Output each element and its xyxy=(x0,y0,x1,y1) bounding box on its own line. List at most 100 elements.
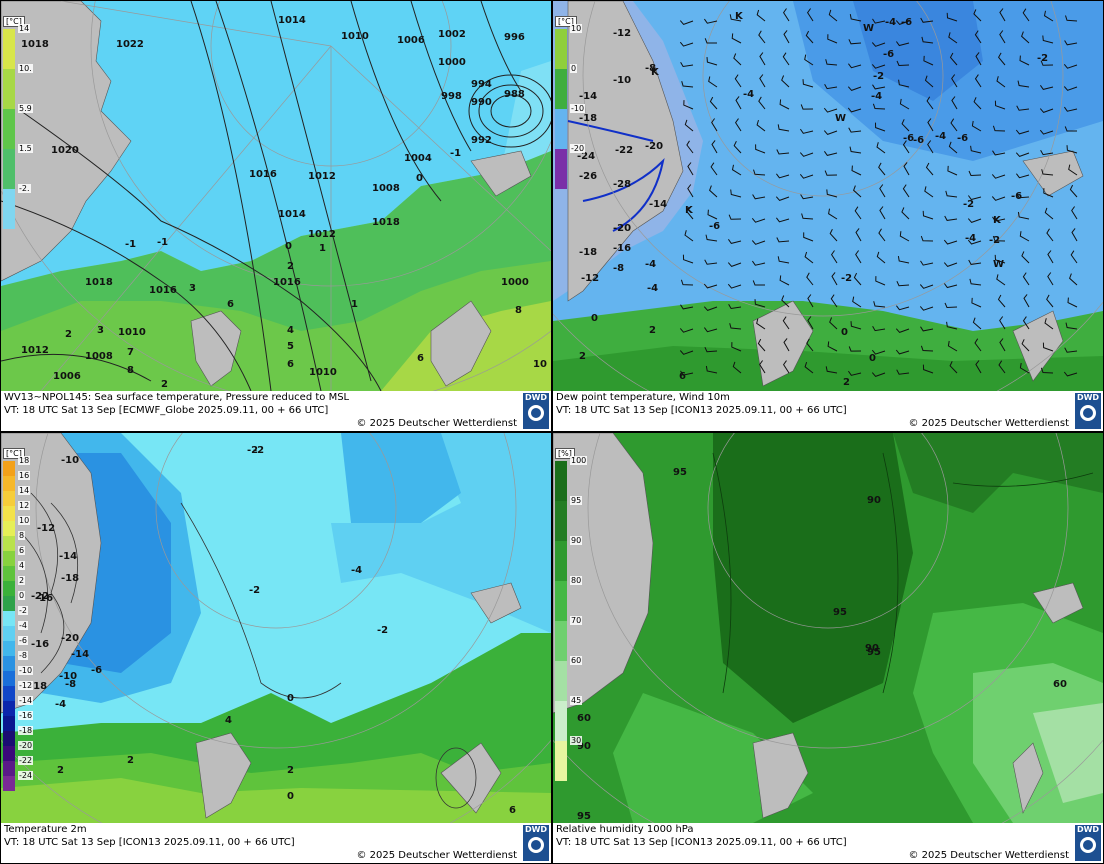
wind-barb xyxy=(895,41,910,47)
wind-barb xyxy=(991,174,1006,179)
wind-barb xyxy=(756,318,766,330)
legend-step: 14 xyxy=(3,24,39,69)
wind-barb xyxy=(754,299,766,308)
map-label: 6 xyxy=(679,371,686,382)
caption-valid-time: VT: 18 UTC Sat 13 Sep [ECMWF_Globe 2025.… xyxy=(4,405,329,416)
wind-barb xyxy=(875,122,886,132)
legend-label: -8 xyxy=(18,651,28,660)
map-label: 5 xyxy=(287,341,294,352)
wind-barb xyxy=(825,366,838,374)
map-label: 1012 xyxy=(21,345,49,356)
map-label: -1 xyxy=(450,148,461,159)
map-label: 4 xyxy=(225,715,232,726)
wind-barb xyxy=(684,119,694,132)
wind-barb xyxy=(849,14,862,22)
wind-barb xyxy=(1015,152,1030,157)
legend-swatch xyxy=(3,189,15,229)
wind-barb xyxy=(728,303,742,310)
map-label: 3 xyxy=(189,283,196,294)
wind-barb xyxy=(684,230,694,242)
swirl-icon xyxy=(1080,405,1096,421)
map-label: -16 xyxy=(613,243,631,254)
legend-swatch xyxy=(3,656,15,671)
legend-step: -24 xyxy=(3,771,39,791)
wind-barb xyxy=(732,361,742,374)
wind-barb xyxy=(753,169,766,176)
wind-barb xyxy=(703,306,718,311)
map-label: 1016 xyxy=(149,285,177,296)
map-label: 1016 xyxy=(249,169,277,180)
legend-swatch xyxy=(3,686,15,701)
legend-step: -8 xyxy=(3,651,39,671)
wind-barb xyxy=(727,262,742,267)
wind-barb xyxy=(1064,126,1077,132)
caption-title: WV13~NPOL145: Sea surface temperature, P… xyxy=(4,392,350,403)
map-label: -6 xyxy=(957,133,968,144)
wind-barb xyxy=(1069,273,1078,286)
legend-label: 12 xyxy=(18,501,31,510)
map-label: -2 xyxy=(253,445,264,456)
wind-barb xyxy=(734,74,742,88)
legend-swatch xyxy=(3,461,15,476)
wind-barb xyxy=(703,327,718,333)
map-label: 1020 xyxy=(51,145,79,156)
wind-barb xyxy=(968,259,982,265)
wind-barb xyxy=(854,206,862,220)
wind-barb xyxy=(1021,339,1030,352)
legend-step: -20 xyxy=(3,741,39,761)
wind-barb xyxy=(902,140,910,154)
wind-barb xyxy=(731,342,742,352)
map-label: 1018 xyxy=(85,277,113,288)
map-label: 0 xyxy=(869,353,876,364)
map-label: 0 xyxy=(287,791,294,802)
legend-step: 12 xyxy=(3,501,39,521)
legend-swatch xyxy=(3,551,15,566)
legend-step: 5.9 xyxy=(3,104,39,149)
wind-barb xyxy=(927,140,934,154)
legend-step: 0 xyxy=(3,591,39,611)
wind-barb xyxy=(969,278,982,286)
wind-barb xyxy=(1044,318,1054,330)
map-label: 0 xyxy=(841,327,848,338)
map-label: -4 xyxy=(935,131,946,142)
legend-label: 18 xyxy=(18,456,31,465)
map-label: -28 xyxy=(613,179,631,190)
wind-barb xyxy=(896,305,910,311)
map-label: 90 xyxy=(865,643,879,654)
colorbar: 10 0 -10 -20 xyxy=(555,24,591,189)
map-label: -14 xyxy=(649,199,667,210)
legend-swatch xyxy=(3,761,15,776)
dwd-logo: DWD xyxy=(523,393,549,429)
wind-barb xyxy=(848,346,862,352)
wind-barb xyxy=(735,96,742,110)
wind-barb xyxy=(703,283,718,289)
legend-step: 6 xyxy=(3,546,39,566)
legend-swatch xyxy=(3,611,15,626)
legend-step: 2 xyxy=(3,576,39,596)
wind-barb xyxy=(996,76,1006,88)
wind-barb xyxy=(687,184,694,198)
map-label: -6 xyxy=(91,665,102,676)
legend-label: 8 xyxy=(18,531,26,540)
map-label: 1016 xyxy=(273,277,301,288)
wind-barb xyxy=(711,140,718,154)
map-label: 1 xyxy=(351,299,358,310)
legend-step: -14 xyxy=(3,696,39,716)
wind-barb xyxy=(759,74,766,88)
wind-barb xyxy=(920,345,934,352)
map-label: 1004 xyxy=(404,153,432,164)
wind-barb xyxy=(730,189,742,198)
wind-barb xyxy=(847,86,862,91)
wind-barb xyxy=(943,283,958,289)
legend-label: -2 xyxy=(18,606,28,615)
legend-step: 60 xyxy=(555,656,591,701)
wind-barb xyxy=(851,165,862,176)
wind-barb xyxy=(1047,272,1054,286)
wind-barb xyxy=(951,74,958,88)
wind-barb xyxy=(710,162,718,176)
wind-barb xyxy=(752,280,765,286)
map-label: 1008 xyxy=(85,351,113,362)
map-label: 7 xyxy=(127,347,134,358)
swirl-icon xyxy=(528,837,544,853)
